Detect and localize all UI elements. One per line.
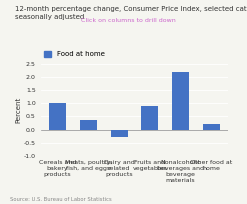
Legend: Food at home: Food at home <box>44 51 104 57</box>
Text: Click on columns to drill down: Click on columns to drill down <box>81 18 176 23</box>
Bar <box>49 103 66 130</box>
Text: 12-month percentage change, Consumer Price Index, selected categories, January 2: 12-month percentage change, Consumer Pri… <box>15 6 247 20</box>
Bar <box>141 106 158 130</box>
Bar <box>203 124 220 130</box>
Bar <box>111 130 127 137</box>
Bar <box>80 120 97 130</box>
Bar <box>172 72 189 130</box>
Y-axis label: Percent: Percent <box>15 97 21 123</box>
Text: Source: U.S. Bureau of Labor Statistics: Source: U.S. Bureau of Labor Statistics <box>10 197 112 202</box>
